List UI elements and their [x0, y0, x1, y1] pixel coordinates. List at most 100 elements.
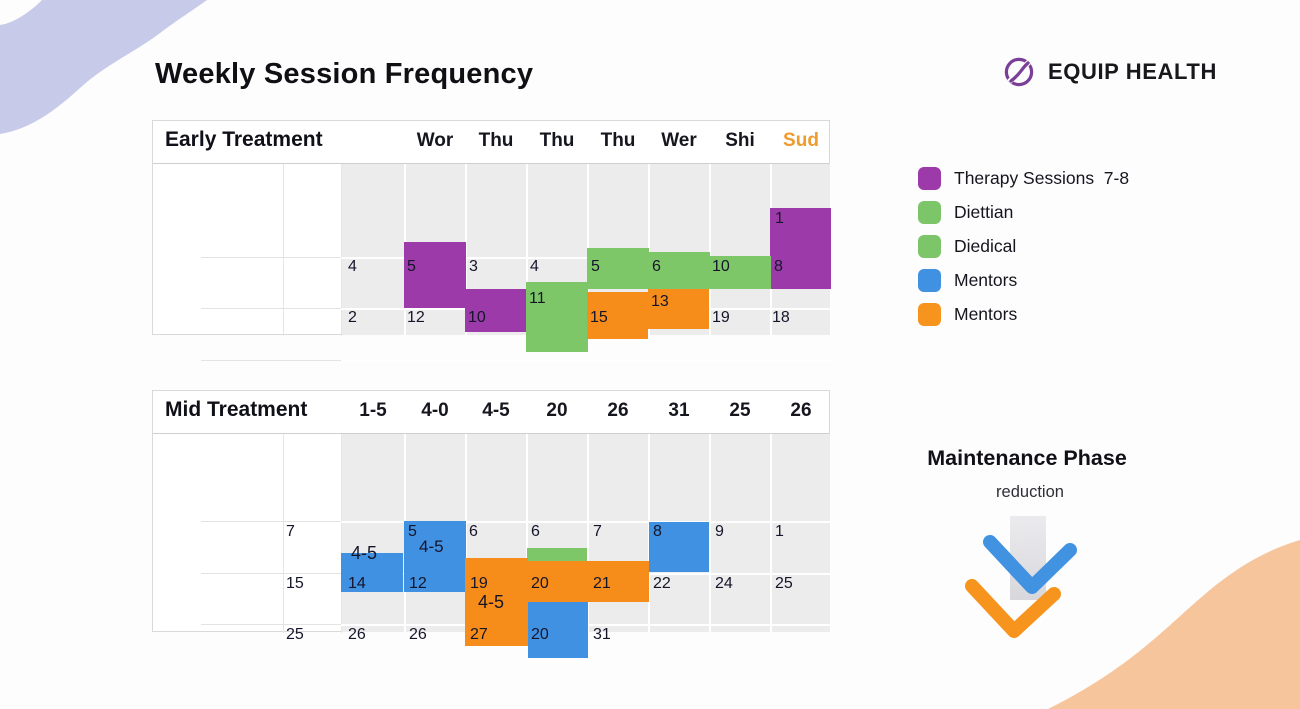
brand-logo: EQUIP HEALTH: [1001, 54, 1217, 90]
legend-item: Mentors: [918, 269, 1129, 292]
gridline: [283, 164, 284, 336]
legend-item: Diettian: [918, 201, 1129, 224]
cell-value: 1: [775, 523, 784, 540]
column-header: Wer: [661, 130, 697, 151]
cell-value: 7: [593, 523, 602, 540]
legend-color-swatch: [918, 235, 941, 258]
session-block-blue: [404, 521, 466, 592]
blob-bottom-right-decoration: [1048, 540, 1300, 709]
cell-value: 4-5: [351, 543, 378, 563]
gridline: [201, 624, 341, 625]
blob-top-left-decoration: [0, 0, 207, 134]
cell-value: 24: [715, 575, 733, 592]
gridline: [341, 521, 831, 523]
gridline: [341, 257, 831, 259]
early-treatment-table: Early Treatment Wor Thu Thu Thu Wer Shi Sud 1 4 5 3…: [152, 120, 831, 362]
gridline: [709, 164, 711, 336]
session-block-green: [648, 252, 710, 289]
cell-value: 4: [530, 258, 539, 275]
gridline: [465, 164, 467, 336]
session-block-purple: [404, 242, 466, 308]
legend-label: Mentors: [954, 304, 1018, 324]
cell-value: 12: [409, 575, 427, 592]
legend: Therapy Sessions 7-8 Diettian Diedical Ment…: [918, 167, 1129, 326]
session-block-blue: [341, 553, 403, 592]
mid-treatment-table: Mid Treatment 1-5 4-0 4-5 20 26 31 25 26 7 5 6 6 7 8 9 1…: [152, 390, 831, 658]
cell-value: 6: [652, 258, 661, 275]
cell-value: 6: [469, 523, 478, 540]
session-block-green: [587, 248, 649, 289]
cell-value: 27: [470, 626, 488, 643]
gridline: [526, 164, 528, 336]
cell-value: 10: [468, 309, 486, 326]
gridline: [587, 434, 589, 633]
gridline: [526, 434, 528, 633]
cell-value: 25: [286, 626, 304, 643]
cell-value: 2: [348, 309, 357, 326]
cell-value: 8: [653, 523, 662, 540]
column-header: 4-5: [482, 400, 510, 421]
cell-value: 10: [712, 258, 730, 275]
maintenance-title: Maintenance Phase: [927, 446, 1127, 470]
legend-label: Therapy Sessions 7-8: [954, 168, 1130, 188]
gridline: [201, 308, 341, 309]
maintenance-subtitle: reduction: [996, 483, 1064, 501]
page-title: Weekly Session Frequency: [155, 58, 534, 90]
legend-item: Therapy Sessions 7-8: [918, 167, 1129, 190]
legend-label: Diettian: [954, 202, 1014, 222]
column-header: 4-0: [421, 400, 449, 421]
gridline: [770, 434, 772, 633]
gridline: [201, 521, 341, 522]
legend-color-swatch: [918, 303, 941, 326]
legend-label: Mentors: [954, 270, 1018, 290]
cell-value: 7: [286, 523, 295, 540]
column-header: Wor: [416, 130, 454, 151]
legend-item: Diedical: [918, 235, 1129, 258]
table-title: Mid Treatment: [165, 398, 308, 421]
column-header: 31: [668, 400, 690, 421]
session-block-orange: [648, 289, 709, 329]
session-block-blue: [528, 602, 588, 658]
column-header: 25: [729, 400, 751, 421]
cell-value: 26: [409, 626, 427, 643]
column-header: Thu: [478, 130, 514, 151]
session-block-purple: [465, 289, 527, 332]
session-block-green: [526, 282, 588, 352]
cell-value: 5: [408, 523, 417, 540]
cell-value: 20: [531, 575, 549, 592]
cell-value: 9: [715, 523, 724, 540]
column-header: 1-5: [359, 400, 387, 421]
legend-color-swatch: [918, 269, 941, 292]
session-block-blue: [649, 522, 709, 572]
cell-value: 1: [775, 210, 784, 227]
cell-value: 5: [591, 258, 600, 275]
cell-value: 13: [651, 293, 669, 310]
cell-value: 6: [531, 523, 540, 540]
column-header: Thu: [539, 130, 575, 151]
column-header: 20: [546, 400, 568, 421]
cell-value: 26: [348, 626, 366, 643]
cell-value: 4-5: [419, 537, 444, 556]
cell-value: 8: [774, 258, 783, 275]
session-block-purple: [770, 208, 831, 289]
gridline: [648, 164, 650, 336]
cell-value: 31: [593, 626, 611, 643]
gridline: [283, 434, 284, 633]
gridline: [465, 434, 467, 633]
cell-value: 5: [407, 258, 416, 275]
cell-value: 19: [712, 309, 730, 326]
cell-value: 21: [593, 575, 611, 592]
brand-name: EQUIP HEALTH: [1048, 59, 1217, 84]
table-title: Early Treatment: [165, 128, 323, 151]
cell-value: 15: [590, 309, 608, 326]
cell-value: 19: [470, 575, 488, 592]
table-header-row: Mid Treatment 1-5 4-0 4-5 20 26 31 25 26: [153, 391, 829, 434]
session-block-green: [709, 256, 771, 289]
column-header: Sud: [783, 130, 819, 151]
column-header: Thu: [600, 130, 636, 151]
cell-value: 3: [469, 258, 478, 275]
table-header-row: Early Treatment Wor Thu Thu Thu Wer Shi Sud: [153, 121, 829, 164]
gridline: [201, 573, 341, 574]
cell-value: 4: [348, 258, 357, 275]
session-block-orange: [587, 292, 648, 339]
